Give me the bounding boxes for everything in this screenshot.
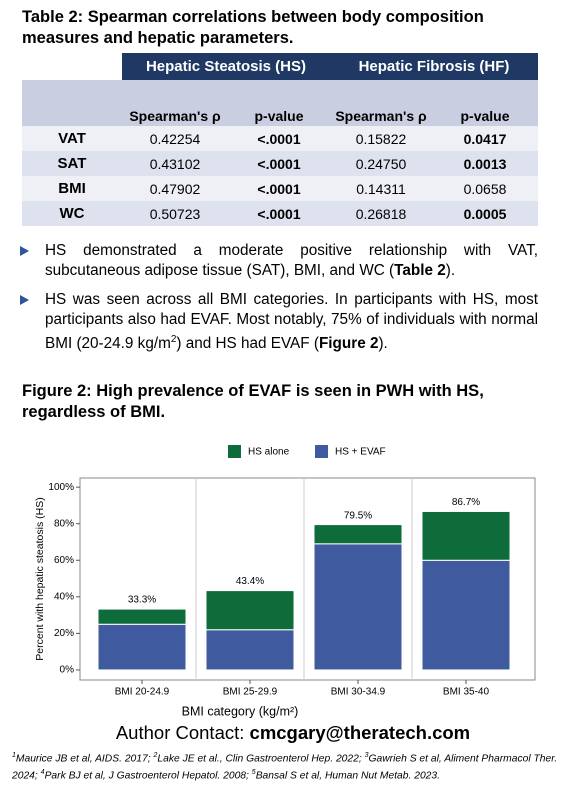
col-head: Spearman's ρ — [330, 80, 432, 126]
cell: 0.0658 — [432, 176, 538, 201]
text: ). — [378, 335, 388, 353]
bar-segment — [205, 629, 295, 671]
y-tick-label: 60% — [54, 555, 74, 566]
legend-swatch — [228, 445, 241, 458]
row-head: BMI — [22, 176, 122, 201]
text: 2 — [170, 334, 177, 345]
x-tick-label: BMI 20-24.9 — [115, 687, 170, 698]
bullet: HS was seen across all BMI categories. I… — [20, 290, 538, 354]
cell: <.0001 — [228, 201, 330, 226]
row-head: WC — [22, 201, 122, 226]
text: Figure 2 — [318, 335, 379, 353]
plot-frame — [79, 477, 536, 681]
y-tick-label: 80% — [54, 518, 74, 529]
text: ) and HS had EVAF ( — [176, 335, 319, 353]
references: 1Maurice JB et al, AIDS. 2017; 2Lake JE … — [12, 749, 577, 784]
cell: 0.26818 — [330, 201, 432, 226]
bar-segment — [421, 559, 511, 671]
table-title: Table 2: Spearman correlations between b… — [22, 8, 484, 47]
cell: 0.0005 — [432, 201, 538, 226]
legend-label: HS + EVAF — [335, 447, 386, 458]
bar-segment — [97, 608, 187, 625]
ref-text: Maurice JB et al, AIDS. 2017; — [15, 753, 151, 765]
y-tick-label: 20% — [54, 628, 74, 639]
legend-label: HS alone — [248, 447, 290, 458]
chart: BMI category (kg/m²) Percent with hepati… — [34, 445, 536, 718]
ref-text: Lake JE et al., Clin Gastroenterol Hep. … — [157, 753, 362, 765]
bar-segment — [421, 510, 511, 561]
text: ). — [445, 262, 456, 279]
ref-num: 1 — [12, 752, 16, 759]
row-head: SAT — [22, 151, 122, 176]
total-label: 79.5% — [344, 510, 372, 521]
ref-text: Bansal S et al, Human Nut Metab. 2023. — [255, 770, 440, 782]
x-title: BMI category (kg/m²) — [182, 704, 299, 718]
cell: 0.47902 — [122, 176, 228, 201]
total-label: 33.3% — [128, 595, 156, 606]
cell: 0.0417 — [432, 126, 538, 151]
cell: <.0001 — [228, 176, 330, 201]
total-label: 86.7% — [452, 497, 480, 508]
text: HS demonstrated a moderate positive rela… — [45, 242, 538, 279]
cell: 0.24750 — [330, 151, 432, 176]
bar-segment — [313, 524, 403, 545]
legend-swatch — [315, 445, 328, 458]
col-head: p-value — [228, 80, 330, 126]
y-tick-label: 100% — [48, 482, 74, 493]
cell: 0.50723 — [122, 201, 228, 226]
cell: 0.42254 — [122, 126, 228, 151]
x-tick-label: BMI 30-34.9 — [331, 687, 386, 698]
email: cmcgary@theratech.com — [249, 722, 471, 743]
cell: 0.43102 — [122, 151, 228, 176]
bullet: HS demonstrated a moderate positive rela… — [20, 241, 538, 281]
col-head: Spearman's ρ — [122, 80, 228, 126]
ref-num: 4 — [40, 769, 45, 777]
ref-num: 3 — [364, 752, 369, 759]
total-label: 43.4% — [236, 576, 264, 587]
ref-num: 5 — [251, 769, 256, 777]
ref-text: Gawrieh S et al, Aliment Pharmacol Ther.… — [12, 753, 558, 782]
table: Hepatic Steatosis (HS) Hepatic Fibrosis (… — [22, 53, 538, 226]
cell: 0.15822 — [330, 126, 432, 151]
contact: Author Contact: cmcgary@theratech.com — [0, 722, 586, 744]
y-title: Percent with hepatic steatosis (HS) — [34, 497, 46, 660]
row-head: VAT — [22, 126, 122, 151]
row: SAT 0.43102 <.0001 0.24750 0.0013 — [22, 151, 538, 176]
row: VAT 0.42254 <.0001 0.15822 0.0417 — [22, 126, 538, 151]
figure-title: Figure 2: High prevalence of EVAF is see… — [22, 382, 484, 421]
cell: 0.14311 — [330, 176, 432, 201]
group: Hepatic Steatosis (HS) — [122, 53, 330, 80]
text: HS was seen across all BMI categories. I… — [45, 291, 538, 353]
bar-segment — [97, 623, 187, 671]
group: Hepatic Fibrosis (HF) — [330, 53, 538, 80]
cell: 0.0013 — [432, 151, 538, 176]
bar-segment — [205, 590, 295, 631]
ref-text: Park BJ et al, J Gastroenterol Hepatol. … — [44, 770, 249, 782]
ref-num: 2 — [153, 752, 158, 759]
col-head: p-value — [432, 80, 538, 126]
y-tick-label: 0% — [60, 665, 75, 676]
x-tick-label: BMI 35-40 — [443, 687, 490, 698]
cell: <.0001 — [228, 151, 330, 176]
text: Author Contact: — [115, 722, 250, 743]
y-tick-label: 40% — [54, 591, 74, 602]
bar-segment — [313, 543, 403, 671]
x-tick-label: BMI 25-29.9 — [223, 687, 278, 698]
text: Table 2 — [394, 262, 446, 279]
row: BMI 0.47902 <.0001 0.14311 0.0658 — [22, 176, 538, 201]
cell: <.0001 — [228, 126, 330, 151]
row: WC 0.50723 <.0001 0.26818 0.0005 — [22, 201, 538, 226]
